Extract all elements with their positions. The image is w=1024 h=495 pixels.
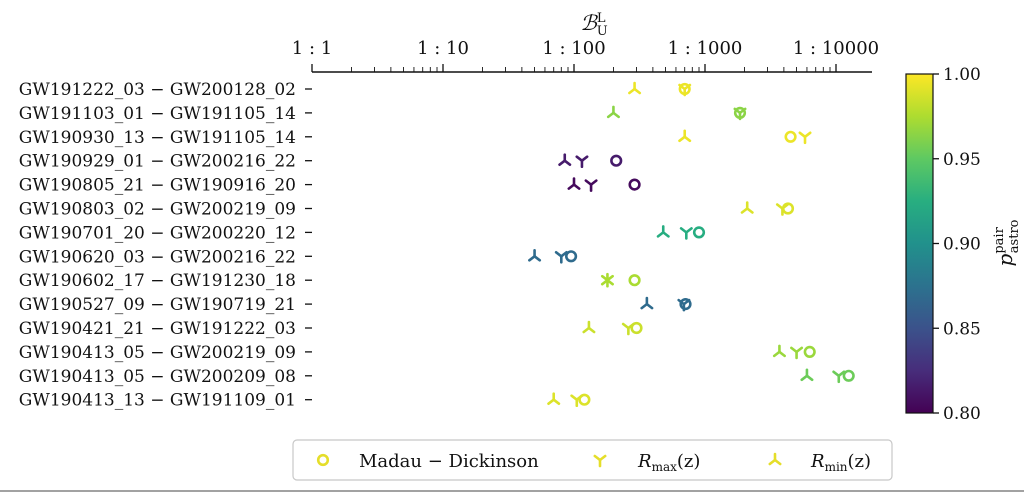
colorbar-ticks: 0.80 0.85 0.90 0.95 1.00 (933, 65, 981, 424)
colorbar-label-main: p (993, 253, 1017, 266)
y-tick-label: GW190620_03 − GW200216_22 (19, 247, 296, 267)
y-tick-label: GW190701_20 − GW200220_12 (19, 223, 296, 243)
y-tick-label: GW191222_03 − GW200128_02 (19, 80, 296, 100)
md-marker (630, 321, 643, 335)
md-marker (578, 393, 591, 406)
colorbar-tick-label: 0.90 (943, 235, 981, 255)
rmin-marker (582, 320, 596, 334)
md-marker (733, 106, 747, 119)
colorbar-label-sup: pair (992, 226, 1007, 253)
y-tick-labels: GW191222_03 − GW200128_02 GW191103_01 − G… (19, 80, 312, 411)
y-tick-label: GW191103_01 − GW191105_14 (19, 104, 296, 124)
legend-box (292, 439, 893, 481)
legend-md-marker (316, 453, 330, 467)
y-tick-label: GW190413_05 − GW200209_08 (19, 367, 296, 387)
x-axis-label: ℬL U (580, 11, 607, 39)
legend-rmin-sub: min (825, 460, 848, 474)
x-tick-label: 1 : 100 (542, 38, 605, 59)
y-tick-label: GW190602_17 − GW191230_18 (19, 271, 296, 291)
rmin-marker (528, 249, 542, 262)
x-tick-label: 1 : 1000 (668, 38, 743, 59)
rmin-marker (640, 296, 654, 310)
legend-rmax-marker (593, 454, 607, 468)
rmin-marker (567, 177, 581, 190)
y-tick-label: GW190527_09 − GW190719_21 (19, 295, 296, 315)
y-tick-label: GW190930_13 − GW191105_14 (19, 128, 296, 148)
rmin-marker (800, 368, 814, 382)
colorbar-tick-label: 0.95 (943, 150, 981, 170)
x-tick-label: 1 : 10 (417, 38, 469, 59)
rmin-marker (606, 105, 620, 119)
md-marker (678, 82, 691, 96)
rmax-marker (832, 370, 846, 384)
legend-rmax-arg: (z) (677, 451, 701, 472)
y-tick-label: GW190803_02 − GW200219_09 (19, 200, 296, 220)
colorbar-tick-label: 1.00 (943, 65, 981, 85)
md-marker (679, 298, 692, 311)
rmax-marker (790, 346, 804, 360)
y-tick-label: GW190413_13 − GW191109_01 (19, 391, 296, 411)
rmax-marker (584, 179, 598, 192)
legend: Madau − Dickinson Rmax(z) Rmin(z) (292, 439, 893, 481)
md-marker (781, 202, 795, 215)
colorbar-tick-label: 0.80 (943, 404, 981, 424)
md-marker (610, 154, 623, 167)
legend-rmin-arg: (z) (848, 451, 872, 472)
md-marker (628, 274, 641, 287)
rmax-marker (575, 155, 589, 168)
rmax-marker (600, 274, 614, 288)
rmin-marker (628, 81, 642, 95)
colorbar-label-sub: astro (1007, 219, 1022, 253)
x-tick-label: 1 : 10000 (793, 38, 879, 59)
rmin-marker (558, 153, 572, 166)
md-marker (564, 250, 578, 263)
rmin-marker (547, 392, 561, 406)
legend-rmax-sub: max (652, 460, 678, 474)
legend-rmax-main: R (637, 451, 652, 472)
y-tick-label: GW190805_21 − GW190916_20 (19, 176, 296, 196)
legend-rmin-main: R (810, 451, 825, 472)
rmin-marker (772, 344, 786, 358)
legend-rmax-label: Rmax(z) (637, 451, 700, 474)
rmax-marker (798, 131, 812, 145)
y-tick-label: GW190413_05 − GW200219_09 (19, 343, 296, 363)
rmin-marker (678, 129, 692, 143)
x-tick-label: 1 : 1 (292, 38, 332, 59)
colorbar-label: ppairastro (992, 219, 1022, 266)
colorbar (905, 73, 934, 414)
colorbar-tick-label: 0.85 (943, 319, 981, 339)
x-axis-label-main: ℬ (580, 11, 598, 35)
legend-md-label: Madau − Dickinson (359, 451, 539, 472)
y-tick-label: GW190421_21 − GW191222_03 (19, 319, 296, 339)
x-ticks: 1 : 1 1 : 10 1 : 100 1 : 1000 1 : 10000 (292, 38, 879, 72)
rmin-marker (740, 201, 754, 214)
md-marker (628, 178, 641, 191)
md-marker (692, 226, 706, 239)
rmax-marker (554, 251, 568, 264)
rmin-marker (656, 225, 670, 238)
md-marker (842, 369, 855, 382)
data-marks (528, 81, 855, 408)
y-tick-label: GW190929_01 − GW200216_22 (19, 152, 296, 172)
md-marker (784, 130, 797, 143)
x-axis-label-sub: U (597, 24, 608, 39)
md-marker (803, 345, 816, 359)
x-axis-label-sup: L (597, 11, 606, 26)
legend-rmin-label: Rmin(z) (810, 451, 871, 474)
legend-rmin-marker (768, 452, 782, 466)
rmax-marker (679, 227, 693, 240)
